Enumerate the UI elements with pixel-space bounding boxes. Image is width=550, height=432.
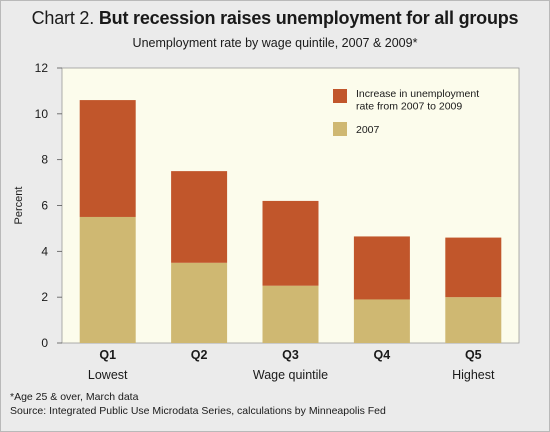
x-axis-labels: Q1 Lowest Q2 Q3 Wage quintile Q4 Q5 Highest [88, 348, 495, 382]
y-axis-label: Percent [13, 187, 25, 225]
chart-subtitle: Unemployment rate by wage quintile, 2007… [132, 36, 418, 50]
y-tick-label-0: 0 [41, 336, 48, 350]
x-sublabel-4: Highest [452, 368, 495, 382]
x-sublabel-0: Lowest [88, 368, 128, 382]
bar-q1-series-1 [79, 100, 136, 217]
legend-label-1-0: 2007 [356, 124, 380, 136]
chart-title-main: But recession raises unemployment for al… [98, 8, 519, 28]
y-axis-ticks: 0 2 4 6 8 10 12 [35, 61, 62, 350]
bar-q4-series-0 [353, 299, 410, 343]
bar-q1-series-0 [79, 216, 136, 343]
x-tick-label-q1: Q1 [99, 348, 116, 362]
chart-title: Chart 2. But recession raises unemployme… [0, 8, 550, 29]
y-tick-label-3: 6 [41, 199, 48, 213]
x-tick-label-q3: Q3 [282, 348, 299, 362]
bars [79, 100, 502, 343]
footnote: *Age 25 & over, March data [10, 391, 139, 403]
bar-q2-series-0 [171, 262, 228, 343]
bar-q5-series-0 [445, 297, 502, 343]
legend-swatch-0 [333, 89, 347, 103]
legend-label-0-1: rate from 2007 to 2009 [356, 101, 462, 113]
x-tick-label-q4: Q4 [374, 348, 391, 362]
x-tick-label-q2: Q2 [191, 348, 208, 362]
y-tick-label-2: 4 [41, 244, 48, 258]
y-tick-label-5: 10 [35, 107, 49, 121]
bar-q5-series-1 [445, 237, 502, 298]
bar-q3-series-1 [262, 200, 319, 286]
y-tick-label-1: 2 [41, 290, 48, 304]
bar-q2-series-1 [171, 171, 228, 263]
source-note: Source: Integrated Public Use Microdata … [10, 405, 386, 417]
y-tick-label-4: 8 [41, 153, 48, 167]
x-tick-label-q5: Q5 [465, 348, 482, 362]
y-tick-label-6: 12 [35, 61, 49, 75]
chart-title-lead: Chart 2. [31, 8, 95, 28]
legend-label-0-0: Increase in unemployment [356, 88, 479, 100]
x-sublabel-2: Wage quintile [253, 368, 328, 382]
bar-q3-series-0 [262, 285, 319, 343]
legend-swatch-1 [333, 122, 347, 136]
bar-q4-series-1 [353, 236, 410, 300]
